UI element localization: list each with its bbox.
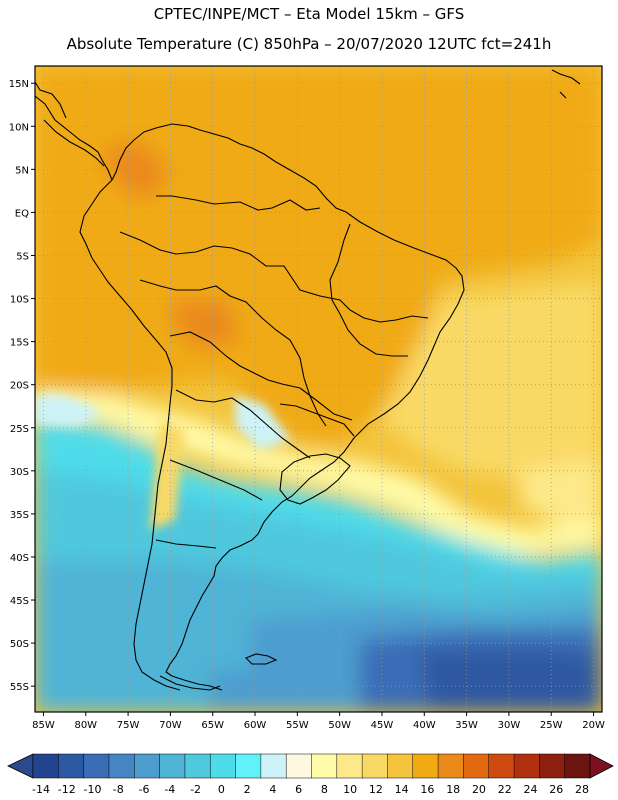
- lat-label: 5N: [15, 165, 29, 176]
- temperature-field: [35, 66, 602, 712]
- lon-label: 40W: [413, 720, 436, 731]
- colorbar-swatch: [361, 753, 389, 779]
- colorbar-swatch: [260, 753, 287, 779]
- colorbar-swatch: [184, 753, 211, 779]
- colorbar-swatch: [32, 753, 60, 779]
- colorbar-label: -12: [58, 783, 76, 796]
- colorbar: -14 -12 -10 -8 -6 -4 -2 0 2 4 6 8 10 12 14 16 18 20 22 24 26…: [7, 753, 614, 796]
- colorbar-label: 26: [549, 783, 563, 796]
- lat-label: 40S: [10, 553, 29, 564]
- lat-label: 55S: [10, 682, 29, 693]
- colorbar-swatch: [209, 753, 237, 779]
- lon-label: 55W: [286, 720, 309, 731]
- title-line-1: CPTEC/INPE/MCT – Eta Model 15km – GFS: [153, 5, 465, 23]
- colorbar-label: 8: [321, 783, 328, 796]
- colorbar-swatch: [134, 753, 161, 779]
- colorbar-over-triangle: [589, 753, 614, 779]
- colorbar-under-triangle: [7, 753, 34, 779]
- lat-label: 15N: [9, 79, 29, 90]
- longitude-labels: 85W 80W 75W 70W 65W 60W 55W 50W 45W 40W 35W 30W 25W 2…: [32, 712, 605, 731]
- colorbar-swatch: [387, 753, 414, 779]
- colorbar-swatch: [108, 753, 136, 779]
- colorbar-swatch: [311, 753, 338, 779]
- colorbar-swatch: [58, 753, 85, 779]
- coastline-borders: [35, 69, 581, 691]
- colorbar-swatch: [463, 753, 490, 779]
- lat-label: 50S: [10, 639, 29, 650]
- title-line-2: Absolute Temperature (C) 850hPa – 20/07/…: [66, 35, 552, 53]
- colorbar-label: 24: [523, 783, 537, 796]
- lon-label: 60W: [244, 720, 267, 731]
- lon-label: 70W: [159, 720, 182, 731]
- lon-label: 85W: [32, 720, 55, 731]
- colorbar-label: 14: [395, 783, 409, 796]
- lon-label: 35W: [455, 720, 478, 731]
- colorbar-label: -10: [84, 783, 102, 796]
- graticule: [35, 66, 602, 712]
- colorbar-label: 22: [498, 783, 512, 796]
- colorbar-label: 16: [420, 783, 434, 796]
- colorbar-swatch: [159, 753, 186, 779]
- lat-label: 20S: [10, 381, 29, 392]
- lat-label: 30S: [10, 467, 29, 478]
- lat-label: 10S: [10, 295, 29, 306]
- lon-label: 75W: [117, 720, 140, 731]
- colorbar-swatch: [513, 753, 541, 779]
- lat-label: 45S: [10, 596, 29, 607]
- colorbar-label: 28: [575, 783, 589, 796]
- lat-label: 5S: [16, 251, 29, 262]
- colorbar-swatch: [336, 753, 363, 779]
- lon-label: 20W: [582, 720, 605, 731]
- lon-label: 50W: [328, 720, 351, 731]
- colorbar-swatch: [539, 753, 566, 779]
- colorbar-swatch: [488, 753, 515, 779]
- colorbar-label: 18: [446, 783, 460, 796]
- lon-label: 30W: [498, 720, 521, 731]
- colorbar-label: 6: [295, 783, 302, 796]
- lat-label: 25S: [10, 424, 29, 435]
- colorbar-label: 12: [369, 783, 383, 796]
- lon-label: 25W: [540, 720, 563, 731]
- colorbar-label: 2: [244, 783, 251, 796]
- lon-label: 80W: [74, 720, 97, 731]
- colorbar-swatch: [437, 753, 465, 779]
- colorbar-swatch: [564, 753, 591, 779]
- colorbar-label: 0: [218, 783, 225, 796]
- lon-label: 45W: [371, 720, 394, 731]
- colorbar-label: 20: [472, 783, 486, 796]
- colorbar-label: -4: [164, 783, 175, 796]
- colorbar-swatch: [285, 753, 313, 779]
- colorbar-label: 10: [343, 783, 357, 796]
- colorbar-swatch: [412, 753, 439, 779]
- lat-label: 15S: [10, 338, 29, 349]
- colorbar-swatch: [83, 753, 110, 779]
- lat-label: 10N: [9, 122, 29, 133]
- lon-label: 65W: [201, 720, 224, 731]
- colorbar-label: 4: [269, 783, 276, 796]
- lat-label: EQ: [15, 208, 29, 219]
- colorbar-label: -8: [113, 783, 124, 796]
- colorbar-label: -14: [32, 783, 50, 796]
- colorbar-swatch: [235, 753, 262, 779]
- latitude-labels: 15N 10N 5N EQ 5S 10S 15S 20S 25S 30S 35S 40S 45S 50S 5…: [9, 79, 35, 693]
- colorbar-label: -2: [190, 783, 201, 796]
- lat-label: 35S: [10, 510, 29, 521]
- map-frame: [34, 65, 603, 713]
- colorbar-label: -6: [139, 783, 150, 796]
